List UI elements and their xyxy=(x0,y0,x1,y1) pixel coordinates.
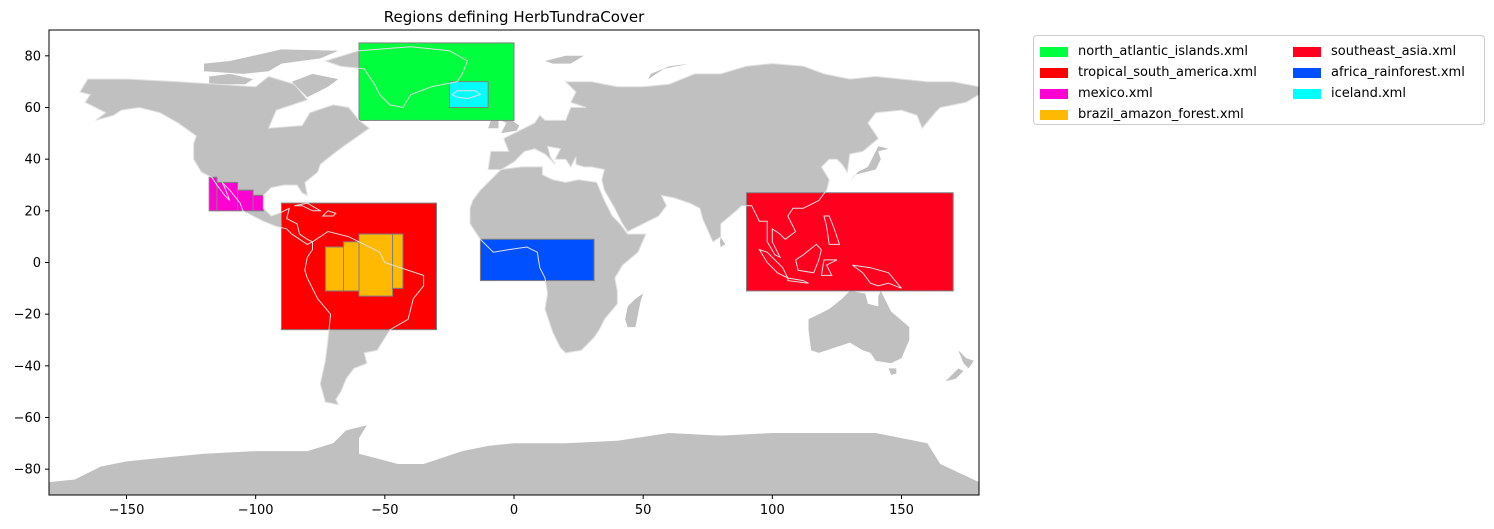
legend-label: southeast_asia.xml xyxy=(1331,44,1457,59)
y-tick-label: −60 xyxy=(14,411,41,426)
region-box-brazil-amazon-forest-3 xyxy=(392,233,404,289)
legend-label: brazil_amazon_forest.xml xyxy=(1078,107,1244,122)
chart-title: Regions defining HerbTundraCover xyxy=(384,8,645,26)
legend-entry: brazil_amazon_forest.xml xyxy=(1040,105,1293,124)
coastline-philippines xyxy=(823,215,841,245)
landmass-svalbard xyxy=(545,55,584,64)
landmass-novaya-zemlya xyxy=(648,63,690,80)
landmass-eurasia xyxy=(488,63,979,258)
landmass-sri-lanka xyxy=(719,237,726,247)
y-tick-label: 80 xyxy=(24,49,41,64)
legend-swatch xyxy=(1040,46,1068,57)
landmass-ireland xyxy=(488,120,499,129)
y-tick-label: 60 xyxy=(24,101,41,116)
y-tick-label: 0 xyxy=(33,256,41,271)
legend-entry: mexico.xml xyxy=(1040,84,1293,103)
landmass-canadian-islands-1 xyxy=(204,49,339,74)
region-boxes xyxy=(79,42,979,406)
region-box-north-atlantic-islands-0 xyxy=(358,42,515,121)
x-axis: −150 −100 −50 0 50 100 150 xyxy=(109,495,914,518)
x-tick-label: 100 xyxy=(760,503,785,518)
region-box-mexico-2 xyxy=(237,189,254,212)
landmass-new-zealand-n xyxy=(958,350,974,369)
landmass-arabia-fill xyxy=(604,179,667,232)
x-tick-label: 50 xyxy=(635,503,652,518)
coastline-iceland-land xyxy=(451,90,482,100)
y-axis: 80 60 40 20 0 −20 −40 −60 −80 xyxy=(14,49,49,478)
y-tick-label: 20 xyxy=(24,204,41,219)
coastline-sulawesi xyxy=(820,259,838,276)
y-tick-label: −20 xyxy=(14,308,41,323)
landmass-north-america xyxy=(80,76,370,245)
legend-entry: southeast_asia.xml xyxy=(1293,42,1483,61)
legend-label: africa_rainforest.xml xyxy=(1331,65,1465,80)
coastline-cuba xyxy=(294,202,323,212)
region-box-mexico-0 xyxy=(208,176,218,212)
coastline-south-america xyxy=(304,230,425,406)
legend-entry: north_atlantic_islands.xml xyxy=(1040,42,1293,61)
y-tick-label: 40 xyxy=(24,153,41,168)
region-box-brazil-amazon-forest-1 xyxy=(343,241,360,292)
legend-label: iceland.xml xyxy=(1331,86,1406,101)
legend-swatch xyxy=(1040,67,1068,78)
x-tick-label: −150 xyxy=(109,503,145,518)
legend-entry: tropical_south_america.xml xyxy=(1040,63,1293,82)
coastline-eurasia xyxy=(487,63,979,259)
region-box-brazil-amazon-forest-0 xyxy=(324,246,344,292)
coastline-north-america xyxy=(79,75,371,245)
landmass-victoria xyxy=(209,73,254,85)
coastline-borneo xyxy=(795,243,822,274)
legend-entry: africa_rainforest.xml xyxy=(1293,63,1483,82)
region-box-brazil-amazon-forest-2 xyxy=(358,233,394,297)
landmass-antarctica xyxy=(49,425,979,495)
coastline-greenland xyxy=(323,46,469,109)
legend-swatch xyxy=(1040,109,1068,120)
y-tick-label: −40 xyxy=(14,359,41,374)
x-tick-label: −50 xyxy=(371,503,398,518)
landmass-baffin xyxy=(291,73,339,98)
legend: north_atlantic_islands.xml southeast_asia… xyxy=(1033,35,1485,125)
landmass-new-zealand-s xyxy=(945,368,964,382)
x-tick-label: 150 xyxy=(889,503,914,518)
region-box-africa-rainforest-0 xyxy=(479,238,595,282)
landmass-japan xyxy=(849,146,889,183)
legend-swatch xyxy=(1040,88,1068,99)
legend-label: north_atlantic_islands.xml xyxy=(1078,44,1248,59)
coastline-new-guinea xyxy=(852,264,902,289)
landmass-madagascar xyxy=(625,293,644,328)
region-box-mexico-3 xyxy=(252,194,264,212)
y-tick-label: −80 xyxy=(14,463,41,478)
region-box-iceland-0 xyxy=(448,81,489,108)
coastline-africa xyxy=(469,166,647,354)
plot-area xyxy=(49,30,979,495)
legend-entry: iceland.xml xyxy=(1293,84,1483,103)
legend-label: mexico.xml xyxy=(1078,86,1153,101)
x-tick-label: −100 xyxy=(238,503,274,518)
x-tick-label: 0 xyxy=(510,503,518,518)
legend-label: tropical_south_america.xml xyxy=(1078,65,1257,80)
legend-entries: north_atlantic_islands.xml southeast_asia… xyxy=(1040,42,1483,124)
coastline-java xyxy=(787,277,809,284)
landmass-tasmania xyxy=(888,368,897,375)
coastline-overlay xyxy=(79,46,979,406)
coastline-hispaniola xyxy=(321,210,337,217)
legend-swatch xyxy=(1293,88,1321,99)
legend-swatch xyxy=(1293,46,1321,57)
legend-swatch xyxy=(1293,67,1321,78)
region-box-southeast-asia-0 xyxy=(746,192,954,292)
landmass-australia xyxy=(808,290,910,364)
